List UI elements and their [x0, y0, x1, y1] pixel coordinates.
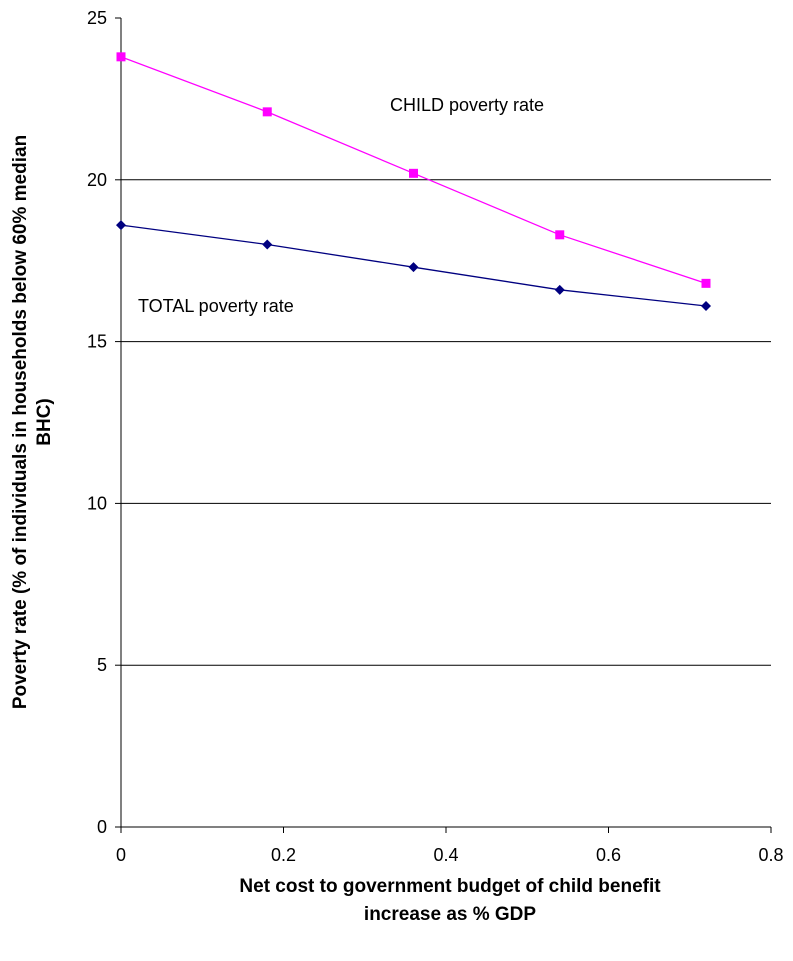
point — [409, 168, 418, 178]
y-tick-label: 15 — [87, 332, 107, 352]
annotation: CHILD poverty rate — [390, 95, 544, 115]
point — [262, 239, 273, 250]
y-axis-title: BHC) — [34, 398, 55, 446]
x-axis-title: increase as % GDP — [364, 904, 536, 925]
x-tick-label: 0.2 — [271, 845, 296, 865]
x-tick-label: 0.6 — [596, 845, 621, 865]
x-tick-label: 0 — [116, 845, 126, 865]
point — [262, 107, 272, 117]
point — [554, 284, 565, 295]
point — [701, 301, 711, 312]
y-tick-label: 10 — [87, 493, 107, 513]
point — [701, 278, 711, 288]
point — [408, 262, 419, 273]
point — [555, 230, 565, 240]
y-tick-label: 25 — [87, 8, 107, 28]
x-tick-label: 0.8 — [758, 845, 783, 865]
y-tick-label: 20 — [87, 170, 107, 190]
y-axis-title: Poverty rate (% of individuals in househ… — [10, 135, 31, 709]
y-tick-label: 5 — [97, 655, 107, 675]
point — [116, 220, 126, 231]
x-axis-title: Net cost to government budget of child b… — [239, 876, 661, 897]
annotation: TOTAL poverty rate — [138, 296, 294, 316]
y-tick-label: 0 — [97, 817, 107, 837]
x-tick-label: 0.4 — [433, 845, 458, 865]
point — [116, 52, 126, 62]
